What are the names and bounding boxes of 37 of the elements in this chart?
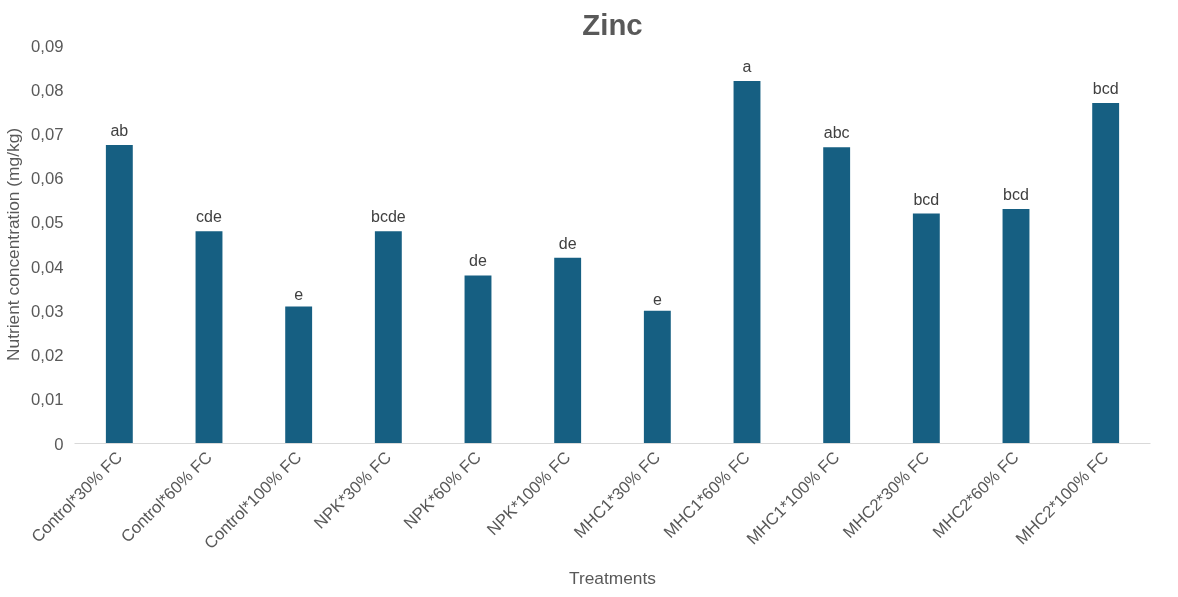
- annotation: bcd: [1092, 79, 1119, 97]
- bar: [374, 231, 402, 444]
- annotation: bcde: [370, 208, 406, 226]
- y-tick-label: 0,01: [31, 390, 64, 410]
- bar: [464, 275, 492, 444]
- chart-title: Zinc: [582, 7, 643, 41]
- bar: [1002, 209, 1030, 444]
- y-tick-label: 0,02: [31, 346, 64, 366]
- bar: [823, 147, 851, 444]
- x-axis-title: Treatments: [569, 567, 657, 588]
- y-tick-label: 0,07: [31, 124, 64, 144]
- annotation: abc: [823, 124, 850, 142]
- y-tick-label: 0,09: [31, 36, 64, 56]
- y-tick-label: 0,08: [31, 80, 64, 100]
- bar: [733, 80, 761, 444]
- bar: [195, 231, 223, 444]
- annotation: bcd: [1003, 186, 1029, 204]
- bar: [105, 145, 133, 444]
- bar: [285, 306, 313, 444]
- y-axis-title: Nutrient concentration (mg/kg): [3, 127, 24, 362]
- annotation: de: [469, 252, 487, 270]
- bar: [1092, 102, 1120, 444]
- bar: [912, 213, 940, 444]
- annotation: de: [558, 234, 577, 252]
- y-tick-label: 0,05: [31, 213, 64, 233]
- annotation: ab: [110, 122, 129, 139]
- bar: [643, 310, 671, 444]
- annotation: bcd: [913, 190, 940, 208]
- bar: [554, 257, 582, 444]
- annotation: cde: [196, 208, 222, 226]
- y-tick-label: 0: [54, 434, 64, 454]
- annotation: e: [294, 286, 304, 304]
- y-tick-label: 0,04: [31, 257, 64, 277]
- y-tick-label: 0,06: [31, 169, 64, 189]
- annotation: e: [652, 290, 662, 308]
- y-tick-label: 0,03: [31, 301, 64, 321]
- annotation: a: [742, 57, 752, 75]
